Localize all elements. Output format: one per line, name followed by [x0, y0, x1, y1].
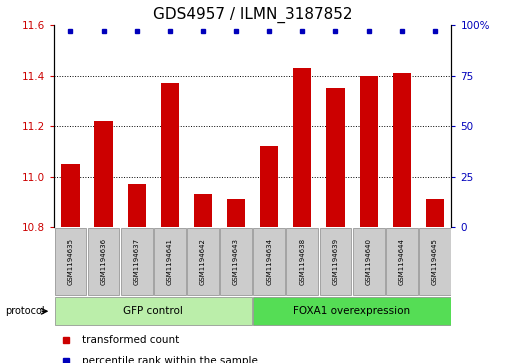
FancyBboxPatch shape: [286, 228, 318, 295]
FancyBboxPatch shape: [187, 228, 219, 295]
Text: GSM1194642: GSM1194642: [200, 238, 206, 285]
FancyBboxPatch shape: [54, 228, 86, 295]
Bar: [392, 73, 411, 227]
Text: GSM1194639: GSM1194639: [332, 238, 339, 285]
Text: GSM1194638: GSM1194638: [300, 238, 305, 285]
FancyBboxPatch shape: [121, 228, 152, 295]
Title: GDS4957 / ILMN_3187852: GDS4957 / ILMN_3187852: [153, 7, 352, 23]
FancyBboxPatch shape: [419, 228, 451, 295]
Bar: [293, 68, 311, 227]
FancyBboxPatch shape: [88, 228, 120, 295]
Bar: [161, 83, 179, 227]
Text: transformed count: transformed count: [82, 335, 179, 345]
Text: GSM1194643: GSM1194643: [233, 238, 239, 285]
Bar: [426, 199, 444, 227]
Bar: [194, 194, 212, 227]
FancyBboxPatch shape: [386, 228, 418, 295]
FancyBboxPatch shape: [320, 228, 351, 295]
Text: GSM1194636: GSM1194636: [101, 238, 107, 285]
Text: GSM1194644: GSM1194644: [399, 238, 405, 285]
Bar: [94, 121, 113, 227]
Text: GFP control: GFP control: [123, 306, 183, 316]
FancyBboxPatch shape: [353, 228, 385, 295]
FancyBboxPatch shape: [253, 228, 285, 295]
Text: percentile rank within the sample: percentile rank within the sample: [82, 356, 258, 363]
Bar: [128, 184, 146, 227]
Text: GSM1194635: GSM1194635: [67, 238, 73, 285]
Text: GSM1194645: GSM1194645: [432, 238, 438, 285]
Bar: [360, 76, 378, 227]
FancyBboxPatch shape: [54, 297, 252, 326]
Bar: [260, 146, 279, 227]
FancyBboxPatch shape: [253, 297, 451, 326]
Bar: [326, 88, 345, 227]
Text: protocol: protocol: [5, 306, 45, 316]
Text: GSM1194641: GSM1194641: [167, 238, 173, 285]
FancyBboxPatch shape: [154, 228, 186, 295]
Bar: [227, 199, 245, 227]
FancyBboxPatch shape: [220, 228, 252, 295]
Bar: [62, 164, 80, 227]
Text: GSM1194634: GSM1194634: [266, 238, 272, 285]
Text: FOXA1 overexpression: FOXA1 overexpression: [293, 306, 410, 316]
Text: GSM1194637: GSM1194637: [134, 238, 140, 285]
Text: GSM1194640: GSM1194640: [366, 238, 371, 285]
